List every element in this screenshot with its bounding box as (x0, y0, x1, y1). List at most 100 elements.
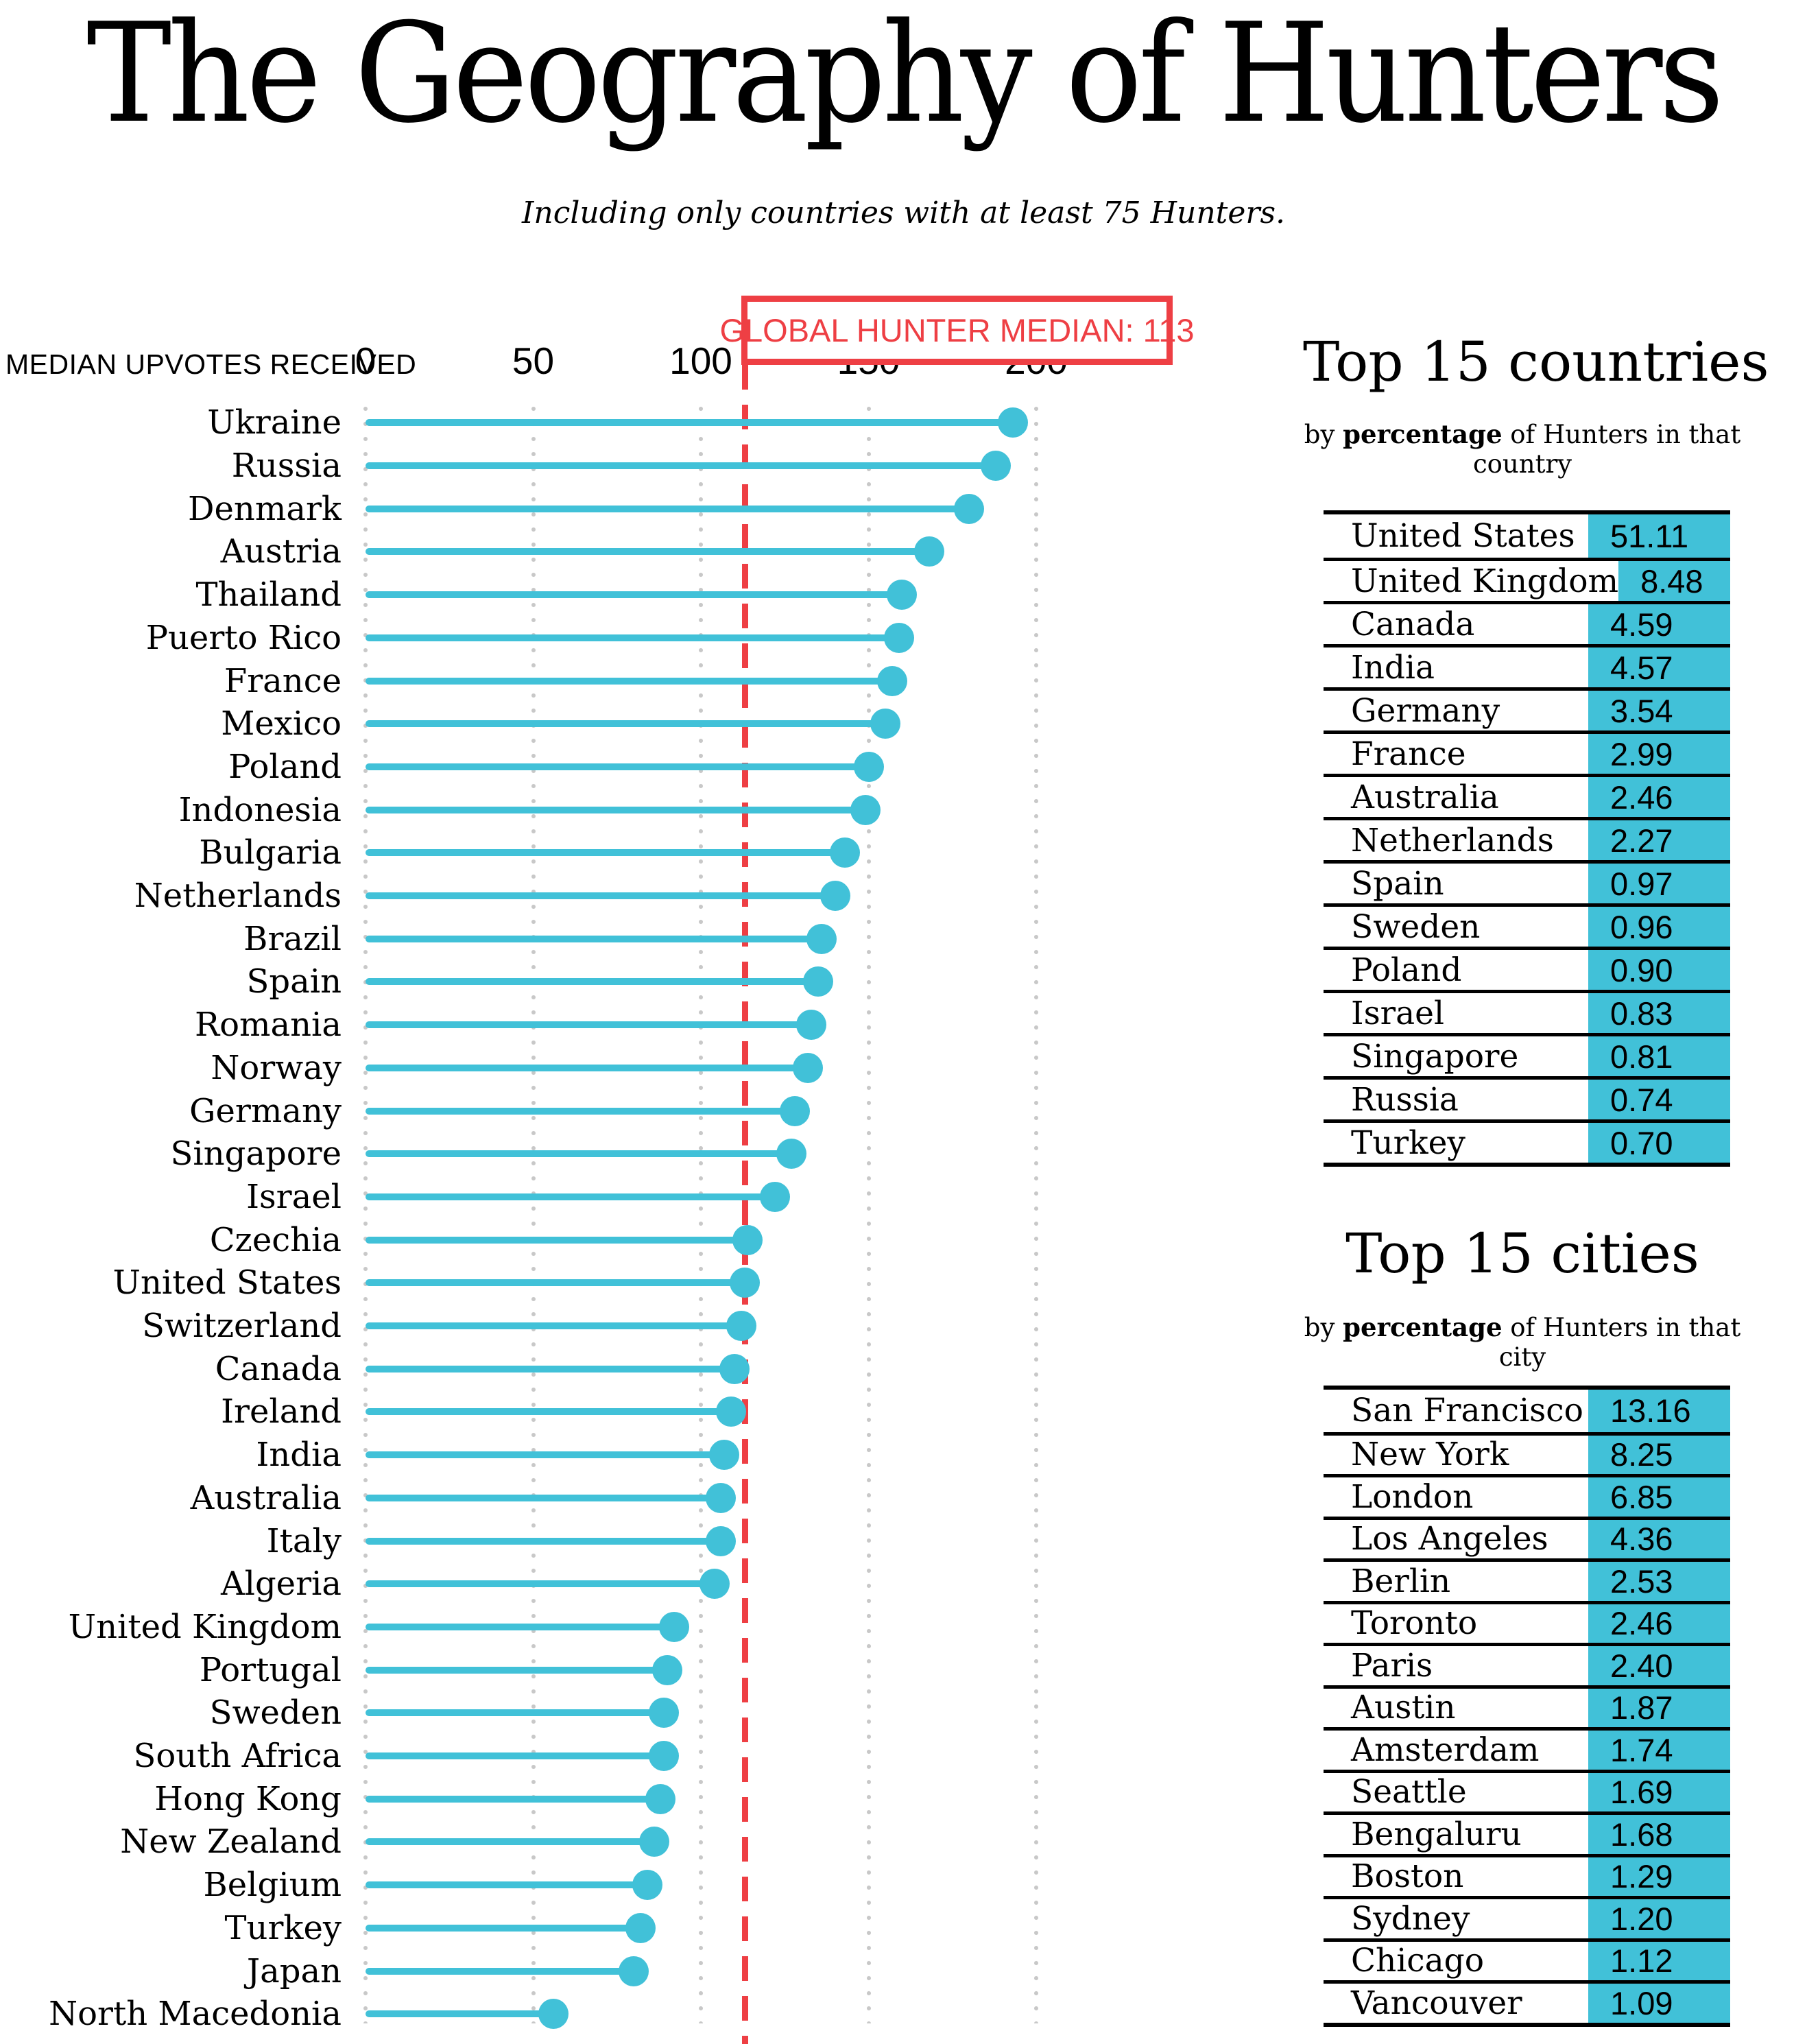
lollipop-row: France (0, 659, 1324, 702)
country-label: Japan (246, 1951, 342, 1990)
gridline (363, 401, 368, 2023)
table-row: Los Angeles 4.36 (1324, 1516, 1730, 1558)
page-title: The Geography of Hunters (86, 0, 1724, 154)
lollipop-stem (366, 720, 885, 728)
lollipop-row: Turkey (0, 1907, 1324, 1950)
lollipop-row: South Africa (0, 1735, 1324, 1778)
lollipop-row: Thailand (0, 573, 1324, 617)
table-row: New York 8.25 (1324, 1431, 1730, 1474)
country-label: Israel (246, 1177, 342, 1216)
lollipop-stem (366, 1580, 715, 1588)
lollipop-dot (726, 1311, 756, 1342)
lollipop-row: Austria (0, 530, 1324, 573)
table-row-value: 2.99 (1588, 734, 1730, 774)
lollipop-stem (366, 892, 835, 900)
lollipop-stem (366, 1666, 668, 1674)
country-label: France (224, 661, 342, 700)
table-row: Austin 1.87 (1324, 1685, 1730, 1727)
table-row-name: India (1351, 648, 1435, 687)
table-row-value: 1.20 (1588, 1899, 1730, 1938)
table-row-name: Israel (1351, 994, 1445, 1032)
table-row-value: 4.57 (1588, 647, 1730, 687)
lollipop-stem (366, 1408, 731, 1416)
lollipop-stem (366, 1924, 641, 1932)
table-row-name: Poland (1351, 951, 1462, 989)
country-label: Netherlands (134, 877, 342, 916)
table-row: Berlin 2.53 (1324, 1558, 1730, 1601)
table-row-name: Netherlands (1351, 821, 1554, 859)
lollipop-stem (366, 1494, 721, 1501)
cities-subtitle-prefix: by (1304, 1313, 1343, 1342)
country-label: Turkey (224, 1908, 342, 1947)
country-label: North Macedonia (49, 1995, 342, 2034)
lollipop-dot (632, 1870, 662, 1901)
lollipop-stem (366, 849, 846, 857)
lollipop-stem (366, 1322, 741, 1330)
lollipop-stem (366, 419, 1013, 427)
lollipop-stem (366, 1881, 647, 1889)
gridline (866, 401, 871, 2023)
lollipop-stem (366, 1537, 721, 1545)
lollipop-row: Spain (0, 960, 1324, 1003)
lollipop-row: United States (0, 1261, 1324, 1305)
table-row-value: 3.54 (1588, 691, 1730, 730)
lollipop-stem (366, 505, 970, 512)
median-reference-line (741, 365, 748, 2044)
lollipop-dot (649, 1741, 680, 1772)
table-row-name: Chicago (1351, 1942, 1484, 1980)
country-label: Belgium (203, 1866, 342, 1905)
table-row-name: Amsterdam (1351, 1731, 1540, 1769)
lollipop-row: Switzerland (0, 1305, 1324, 1348)
lollipop-stem (366, 1279, 745, 1287)
lollipop-dot (645, 1783, 676, 1814)
table-row-name: Vancouver (1351, 1984, 1522, 2022)
lollipop-row: Poland (0, 746, 1324, 789)
table-row-value: 2.46 (1588, 777, 1730, 817)
country-label: Italy (266, 1521, 342, 1560)
lollipop-row: Romania (0, 1003, 1324, 1047)
lollipop-row: Bulgaria (0, 831, 1324, 875)
table-row: London 6.85 (1324, 1474, 1730, 1517)
lollipop-row: India (0, 1434, 1324, 1477)
table-row-value: 2.53 (1588, 1562, 1730, 1601)
table-row-value: 2.40 (1588, 1646, 1730, 1685)
gridline (1034, 401, 1038, 2023)
table-row-value: 0.96 (1588, 907, 1730, 947)
table-row-value: 2.27 (1588, 820, 1730, 860)
table-row-value: 0.97 (1588, 864, 1730, 903)
country-label: Brazil (243, 919, 342, 958)
lollipop-chart: Ukraine Russia Denmark Austria Thailand Puert… (0, 401, 1324, 2036)
country-label: Spain (246, 962, 342, 1001)
table-row-value: 4.59 (1588, 604, 1730, 644)
table-row-value: 0.81 (1588, 1036, 1730, 1076)
table-row-name: London (1351, 1477, 1474, 1516)
table-row-name: Russia (1351, 1080, 1459, 1119)
table-row: Paris 2.40 (1324, 1643, 1730, 1685)
table-row: Sydney 1.20 (1324, 1896, 1730, 1938)
lollipop-dot (806, 923, 837, 954)
country-label: Switzerland (142, 1307, 342, 1346)
lollipop-row: Algeria (0, 1562, 1324, 1606)
lollipop-row: Italy (0, 1519, 1324, 1562)
table-row-value: 4.36 (1588, 1519, 1730, 1558)
lollipop-row: Ukraine (0, 401, 1324, 444)
lollipop-dot (706, 1482, 737, 1513)
country-label: Indonesia (178, 790, 342, 829)
table-row: Canada 4.59 (1324, 601, 1730, 644)
lollipop-stem (366, 806, 865, 813)
lollipop-dot (709, 1440, 740, 1471)
table-row-value: 0.90 (1588, 950, 1730, 990)
table-row: Spain 0.97 (1324, 860, 1730, 903)
table-row-value: 51.11 (1588, 514, 1730, 558)
table-row: Germany 3.54 (1324, 687, 1730, 730)
table-row-value: 8.25 (1588, 1435, 1730, 1474)
table-row-value: 8.48 (1618, 561, 1730, 601)
table-row-value: 1.29 (1588, 1857, 1730, 1896)
country-label: Australia (190, 1478, 342, 1517)
lollipop-dot (830, 837, 861, 868)
table-row-name: Paris (1351, 1646, 1433, 1685)
table-row-name: Boston (1351, 1857, 1464, 1896)
lollipop-stem (366, 935, 822, 942)
gridline (531, 401, 536, 2023)
